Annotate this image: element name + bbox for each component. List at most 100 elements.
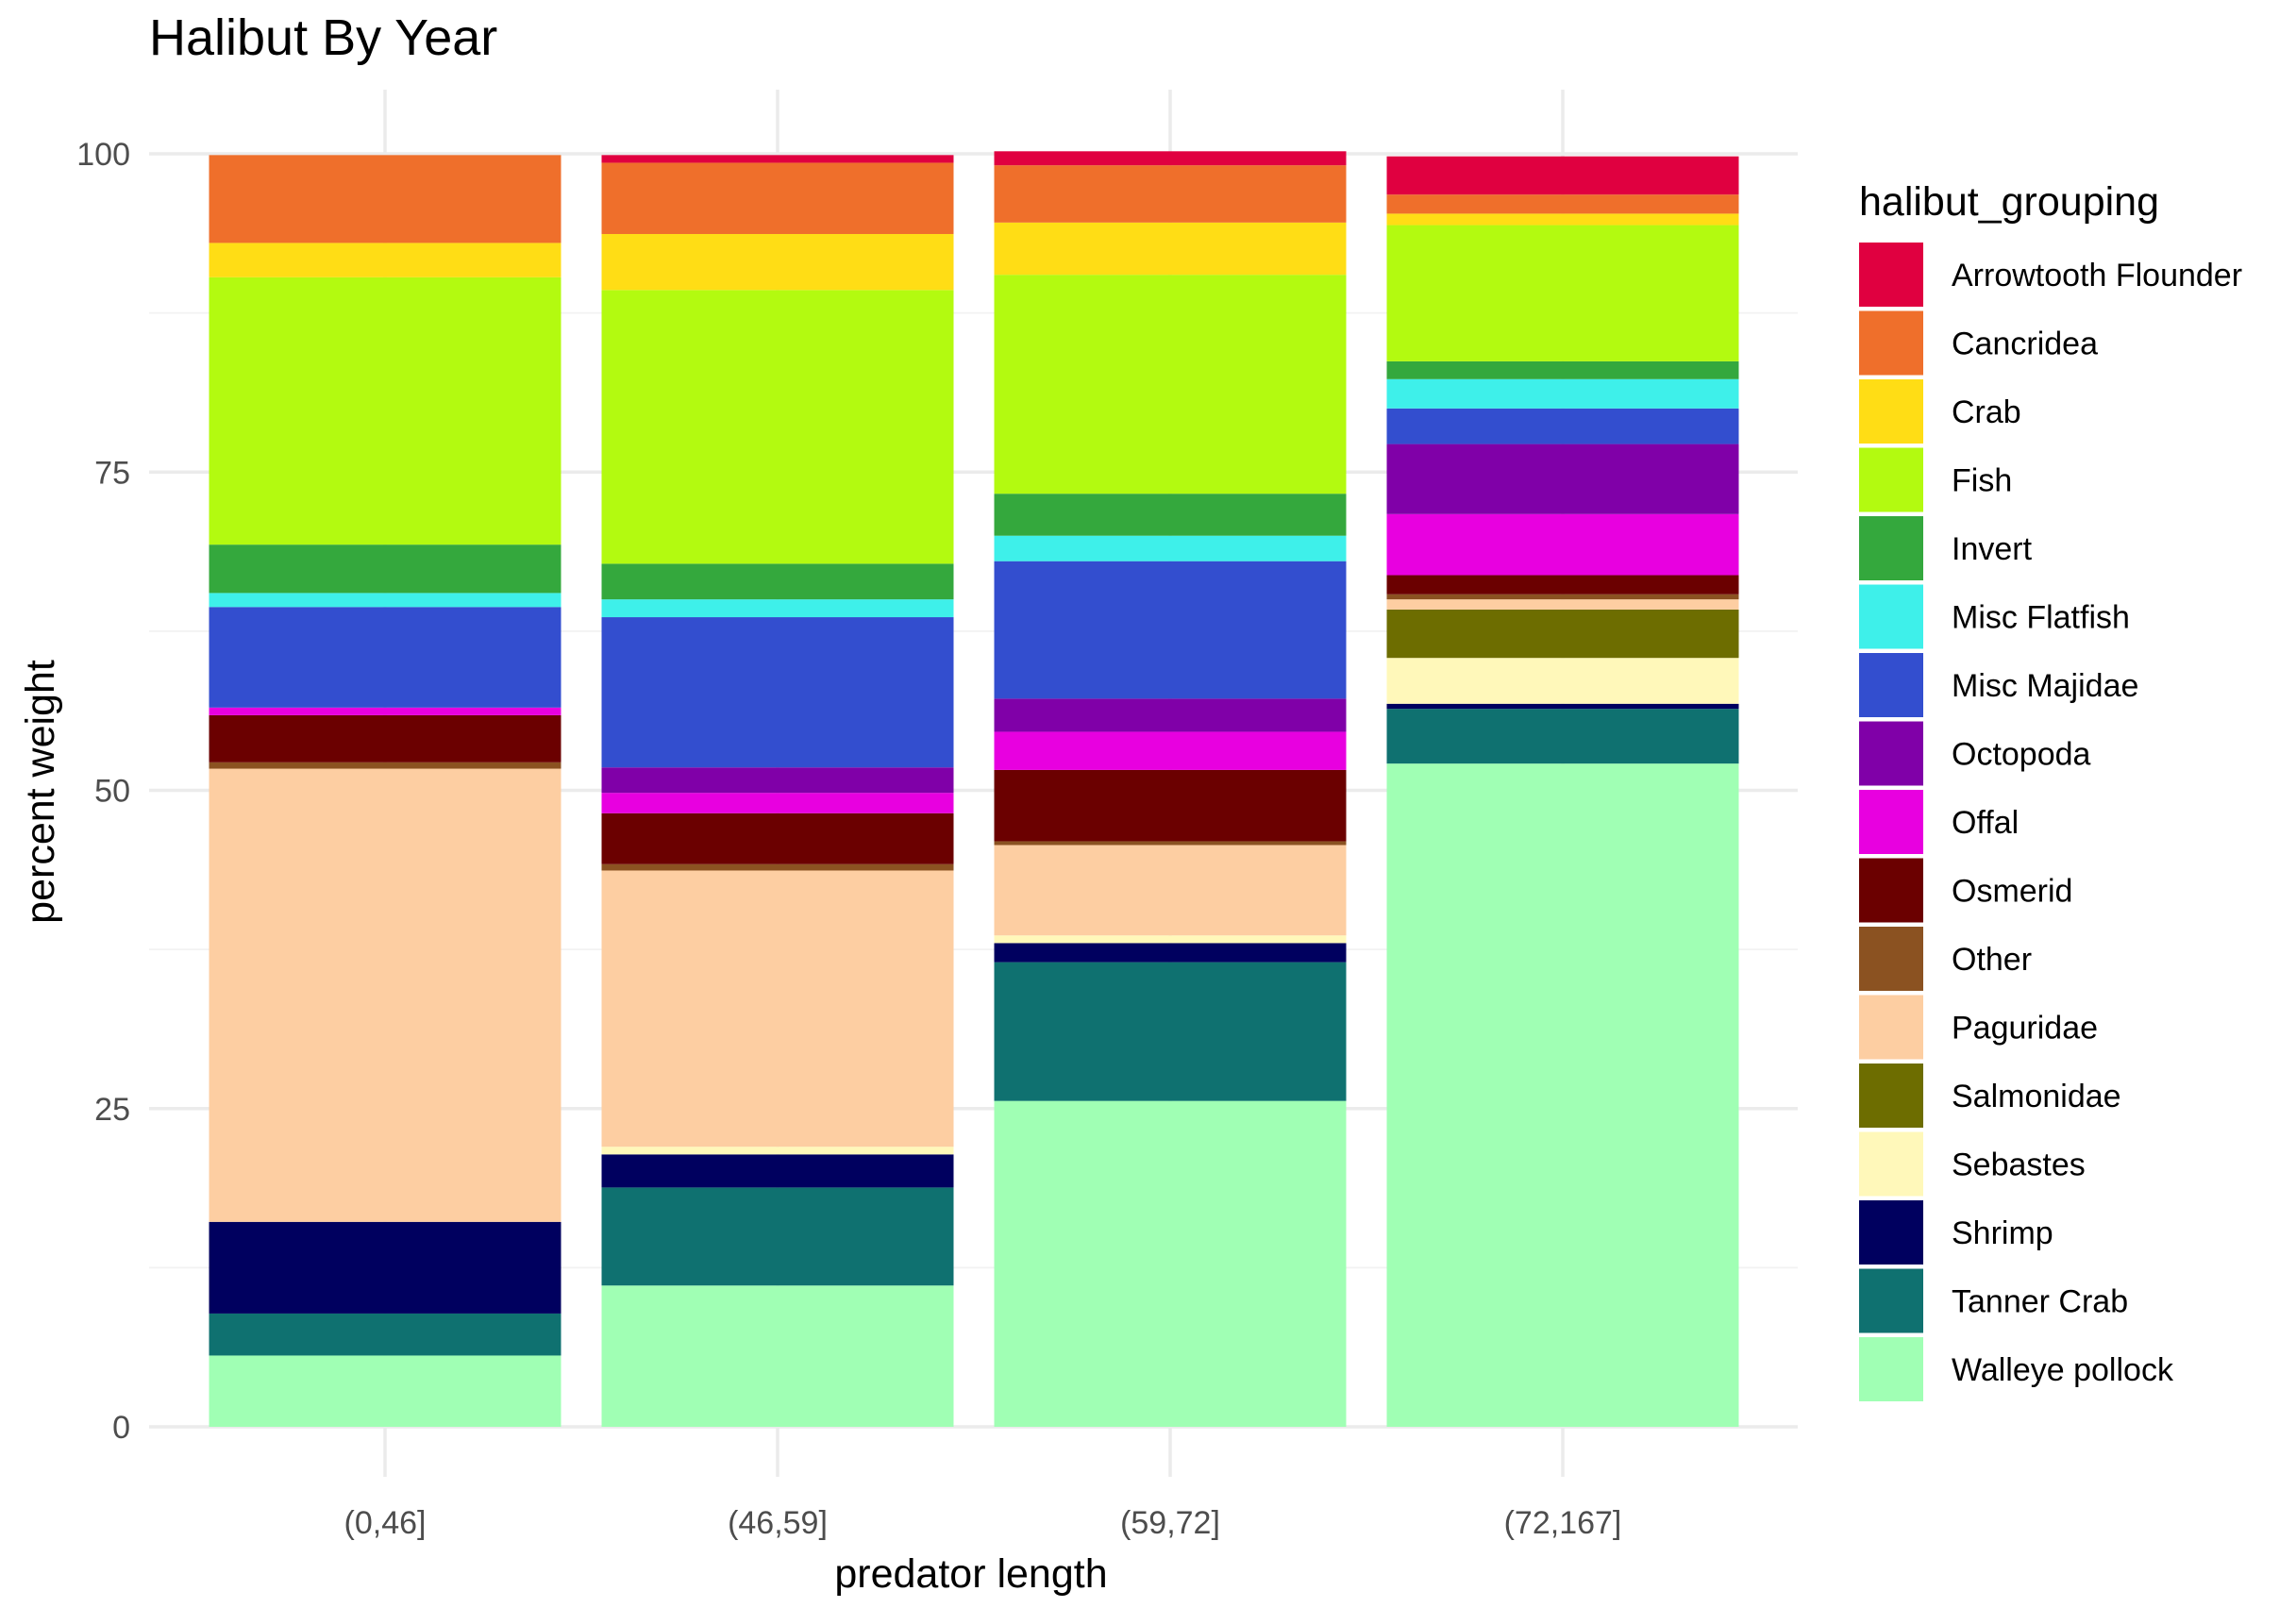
bar-segment (994, 561, 1347, 699)
bar-segment (1386, 408, 1739, 444)
legend-label: Sebastes (1952, 1147, 2086, 1183)
legend-label: Other (1952, 942, 2032, 978)
bar-segment (601, 617, 954, 768)
x-tick-label: (59,72] (1120, 1505, 1220, 1541)
legend-swatch (1859, 1131, 1923, 1197)
legend-items: Arrowtooth Flounder Cancridea Crab Fish Inve… (1859, 243, 2242, 1401)
bar-segment (994, 1100, 1347, 1427)
y-tick-label: 100 (76, 137, 130, 173)
legend-label: Walleye pollock (1952, 1352, 2174, 1388)
bar-segment (1386, 575, 1739, 595)
bar-segment (601, 155, 954, 163)
bar-segment (994, 494, 1347, 536)
legend-label: Arrowtooth Flounder (1952, 258, 2242, 293)
legend-label: Shrimp (1952, 1215, 2053, 1251)
bar-segment (209, 593, 561, 608)
bar-segment (209, 1221, 561, 1314)
bar-segment (994, 222, 1347, 276)
bar-segment (601, 767, 954, 794)
legend-swatch (1859, 858, 1923, 923)
bar-segment (994, 841, 1347, 846)
bar-segment (1386, 156, 1739, 195)
bar-segment (601, 1147, 954, 1155)
bar-segment (1386, 213, 1739, 226)
legend-swatch (1859, 243, 1923, 307)
bar-segment (209, 243, 561, 277)
x-tick-label: (72,167] (1504, 1505, 1622, 1541)
bar-segment (601, 162, 954, 234)
bar-segment (209, 1355, 561, 1427)
legend-label: Osmerid (1952, 874, 2072, 910)
bar-segment (1386, 513, 1739, 576)
bar-segment (994, 769, 1347, 842)
y-tick-label: 0 (112, 1410, 130, 1446)
bar-segment (1386, 703, 1739, 710)
bar-segment (209, 544, 561, 594)
bar-segment (209, 714, 561, 762)
legend-swatch (1859, 516, 1923, 580)
y-tick-label: 75 (94, 455, 130, 491)
bar-segment (1386, 378, 1739, 409)
bar-segment (1386, 225, 1739, 361)
legend-swatch (1859, 310, 1923, 376)
legend-swatch (1859, 653, 1923, 717)
y-axis-title: percent weight (18, 660, 63, 924)
bar-segment (209, 762, 561, 769)
y-axis-tick-labels: 0 25 50 75 100 (76, 137, 130, 1446)
x-tick-label: (46,59] (728, 1505, 828, 1541)
legend-swatch (1859, 1064, 1923, 1128)
legend-label: Salmonidae (1952, 1079, 2121, 1114)
bar-segment (209, 1313, 561, 1356)
legend-title: halibut_grouping (1859, 179, 2159, 225)
bars-layer (209, 151, 1739, 1427)
y-tick-label: 50 (94, 774, 130, 810)
bar-segment (601, 1285, 954, 1427)
legend-swatch (1859, 1200, 1923, 1265)
bar-segment (994, 943, 1347, 963)
bar-segment (1386, 609, 1739, 659)
legend-swatch (1859, 447, 1923, 512)
bar-segment (994, 731, 1347, 770)
bar-segment (209, 155, 561, 243)
bar-segment (994, 151, 1347, 166)
x-tick-label: (0,46] (344, 1505, 427, 1541)
bar-segment (601, 290, 954, 564)
bar-segment (994, 935, 1347, 944)
legend-swatch (1859, 790, 1923, 854)
bar-segment (601, 812, 954, 864)
bar-segment (601, 870, 954, 1147)
legend-label: Offal (1952, 805, 2019, 841)
y-tick-label: 25 (94, 1092, 130, 1128)
bar-segment (1386, 599, 1739, 610)
chart-title: Halibut By Year (149, 9, 497, 66)
legend-label: Octopoda (1952, 737, 2091, 773)
bar-segment (1386, 194, 1739, 214)
x-axis-tick-labels: (0,46] (46,59] (59,72] (72,167] (344, 1505, 1622, 1541)
legend-swatch (1859, 1337, 1923, 1401)
bar-segment (994, 275, 1347, 494)
bar-segment (994, 165, 1347, 223)
bar-segment (601, 599, 954, 618)
legend-label: Paguridae (1952, 1011, 2098, 1047)
bar-segment (994, 535, 1347, 561)
bar-segment (1386, 360, 1739, 379)
legend-swatch (1859, 927, 1923, 991)
bar-segment (994, 962, 1347, 1101)
legend-label: Misc Flatfish (1952, 600, 2130, 636)
bar-segment (1386, 658, 1739, 704)
bar-segment (601, 1187, 954, 1286)
legend-swatch (1859, 379, 1923, 444)
bar-segment (601, 563, 954, 600)
bar-segment (1386, 763, 1739, 1427)
bar-segment (209, 768, 561, 1222)
legend-label: Invert (1952, 531, 2033, 567)
bar-segment (601, 863, 954, 871)
bar-segment (209, 707, 561, 715)
bar-segment (601, 233, 954, 291)
bar-segment (994, 698, 1347, 732)
bar-segment (1386, 594, 1739, 600)
legend-swatch (1859, 1268, 1923, 1333)
legend-label: Cancridea (1952, 327, 2098, 362)
bar-segment (994, 845, 1347, 936)
